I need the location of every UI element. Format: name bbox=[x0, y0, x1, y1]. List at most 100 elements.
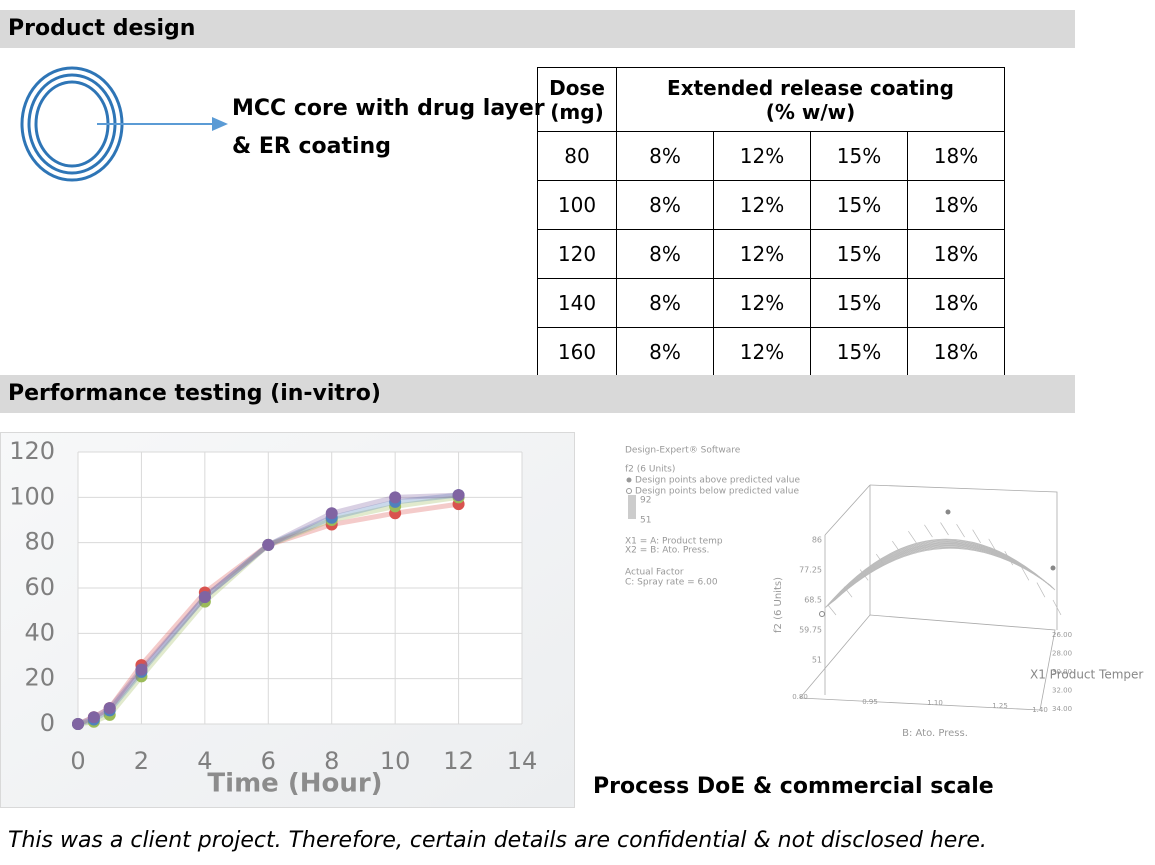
legend-text: 51 bbox=[640, 516, 651, 526]
x-tick-label: 8 bbox=[324, 747, 339, 775]
design-point bbox=[945, 509, 951, 515]
data-point bbox=[389, 491, 402, 504]
mesh-line bbox=[1036, 582, 1046, 598]
x-tick-label: 10 bbox=[380, 747, 411, 775]
x-tick-label: 6 bbox=[261, 747, 276, 775]
table-row: 80 8% 12% 15% 18% bbox=[537, 131, 1005, 181]
data-point bbox=[135, 663, 148, 676]
table-cell: 12% bbox=[713, 327, 811, 377]
y-tick-label: 20 bbox=[24, 664, 55, 692]
legend-text: C: Spray rate = 6.00 bbox=[625, 578, 718, 588]
y-tick-label: 40 bbox=[24, 618, 55, 646]
mesh-line bbox=[908, 530, 917, 544]
table-cell: 8% bbox=[616, 327, 714, 377]
table-cell: 15% bbox=[810, 327, 908, 377]
table-cell: 8% bbox=[616, 278, 714, 328]
design-label: MCC core with drug layer bbox=[232, 96, 545, 121]
mesh-line bbox=[826, 540, 1055, 607]
table-cell: 15% bbox=[810, 229, 908, 279]
a-tick-label: 28.00 bbox=[1052, 650, 1072, 658]
header-text: Extended release coating (% w/w) bbox=[667, 75, 954, 124]
dose-table: Dose (mg) Extended release coating (% w/… bbox=[537, 67, 1005, 377]
doe-caption: Process DoE & commercial scale bbox=[593, 774, 994, 799]
table-cell: 18% bbox=[907, 180, 1005, 230]
design-label: & ER coating bbox=[232, 134, 391, 159]
table-cell: 120 bbox=[537, 229, 617, 279]
header-text: Dose (mg) bbox=[549, 75, 605, 124]
color-scale bbox=[628, 495, 636, 519]
z-tick-label: 77.25 bbox=[799, 566, 822, 575]
footer-note: This was a client project. Therefore, ce… bbox=[8, 828, 987, 853]
legend-text: Design points below predicted value bbox=[635, 487, 800, 497]
z-tick-label: 86 bbox=[812, 536, 822, 545]
core-diagram bbox=[20, 66, 228, 182]
y-tick-label: 80 bbox=[24, 528, 55, 556]
b-tick-label: 1.40 bbox=[1032, 706, 1048, 714]
b-tick-label: 1.10 bbox=[927, 699, 943, 707]
table-cell: 160 bbox=[537, 327, 617, 377]
table-cell: 18% bbox=[907, 229, 1005, 279]
table-cell: 18% bbox=[907, 327, 1005, 377]
frame-edge bbox=[869, 484, 1058, 630]
mesh-line bbox=[825, 539, 1055, 608]
table-row: 120 8% 12% 15% 18% bbox=[537, 229, 1005, 279]
x-tick-label: 2 bbox=[134, 747, 149, 775]
table-cell: 18% bbox=[907, 278, 1005, 328]
legend-text: Design-Expert® Software bbox=[625, 446, 741, 456]
a-axis-label: X1 Product Temper bbox=[1030, 668, 1143, 682]
mesh-line bbox=[940, 522, 949, 536]
table-row: 140 8% 12% 15% 18% bbox=[537, 278, 1005, 328]
legend-text: 92 bbox=[640, 496, 651, 506]
surface-mesh bbox=[824, 522, 1062, 616]
x-tick-label: 14 bbox=[507, 747, 538, 775]
a-tick-label: 34.00 bbox=[1052, 705, 1072, 713]
mesh-line bbox=[827, 604, 837, 616]
mesh-line bbox=[956, 523, 965, 538]
data-point bbox=[72, 718, 84, 730]
data-point bbox=[87, 711, 100, 724]
a-tick-label: 26.00 bbox=[1052, 631, 1072, 639]
mesh-line bbox=[1020, 565, 1030, 581]
a-tick-label: 30.00 bbox=[1052, 668, 1072, 676]
table-cell: 15% bbox=[810, 131, 908, 181]
mesh-line bbox=[891, 540, 901, 553]
legend-marker bbox=[626, 488, 632, 494]
data-point bbox=[325, 507, 338, 520]
mesh-line bbox=[826, 540, 1055, 608]
arrow-head bbox=[212, 117, 228, 131]
plot-frame bbox=[799, 484, 1058, 711]
table-cell: 8% bbox=[616, 180, 714, 230]
legend-text: X2 = B: Ato. Press. bbox=[625, 546, 709, 556]
table-cell: 80 bbox=[537, 131, 617, 181]
b-axis-label: B: Ato. Press. bbox=[902, 728, 968, 739]
section-header: Product design bbox=[0, 10, 1075, 48]
table-body: 80 8% 12% 15% 18% 100 8% 12% 15% 18% 120 8% 12% 15% 18… bbox=[537, 131, 1005, 377]
z-tick-label: 68.5 bbox=[804, 596, 822, 605]
mesh-line bbox=[1004, 551, 1014, 566]
mesh-line bbox=[924, 524, 933, 538]
z-tick-label: 59.75 bbox=[799, 626, 822, 635]
mesh-line bbox=[1052, 599, 1062, 616]
design-point bbox=[819, 611, 825, 617]
a-tick-label: 32.00 bbox=[1052, 687, 1072, 695]
legend-text: Actual Factor bbox=[625, 568, 684, 578]
mesh-line bbox=[824, 538, 1056, 609]
table-row: 160 8% 12% 15% 18% bbox=[537, 327, 1005, 377]
table-header: Extended release coating (% w/w) bbox=[616, 67, 1005, 132]
table-cell: 18% bbox=[907, 131, 1005, 181]
data-point bbox=[198, 591, 211, 604]
frame-edge bbox=[824, 484, 871, 536]
table-cell: 8% bbox=[616, 229, 714, 279]
table-cell: 15% bbox=[810, 278, 908, 328]
y-tick-label: 100 bbox=[9, 482, 55, 510]
legend-text: f2 (6 Units) bbox=[625, 465, 675, 475]
legend-marker bbox=[626, 477, 632, 483]
table-cell: 100 bbox=[537, 180, 617, 230]
legend-text: Design points above predicted value bbox=[635, 476, 800, 486]
table-cell: 12% bbox=[713, 229, 811, 279]
table-cell: 8% bbox=[616, 131, 714, 181]
data-point bbox=[103, 702, 116, 715]
b-tick-label: 0.80 bbox=[792, 693, 808, 701]
